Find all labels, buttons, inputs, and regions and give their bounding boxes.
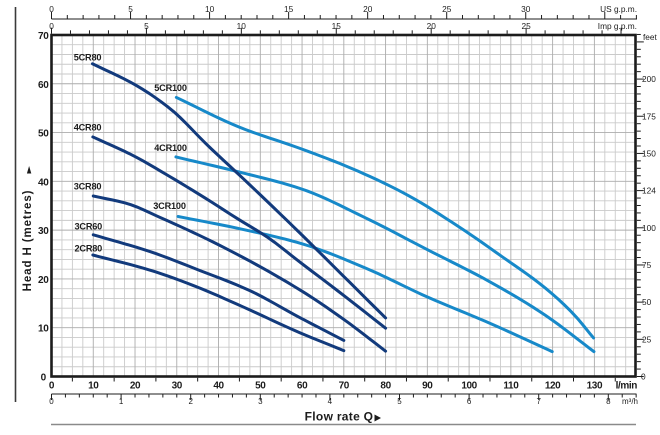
svg-text:70: 70 — [339, 381, 350, 392]
svg-text:70: 70 — [38, 31, 49, 42]
svg-text:15: 15 — [284, 4, 294, 14]
svg-text:175: 175 — [642, 111, 656, 121]
svg-text:60: 60 — [38, 80, 49, 91]
svg-text:1: 1 — [119, 397, 124, 406]
svg-text:80: 80 — [380, 381, 391, 392]
svg-text:Imp g.p.m.: Imp g.p.m. — [598, 21, 637, 31]
svg-text:8: 8 — [606, 397, 611, 406]
svg-text:10: 10 — [88, 381, 99, 392]
svg-text:130: 130 — [587, 381, 603, 392]
svg-text:4: 4 — [328, 397, 333, 406]
svg-text:75: 75 — [642, 260, 652, 270]
svg-text:120: 120 — [545, 381, 561, 392]
svg-text:0: 0 — [49, 21, 54, 31]
svg-text:0: 0 — [49, 381, 55, 392]
svg-text:5: 5 — [397, 397, 402, 406]
svg-text:0: 0 — [41, 373, 47, 384]
svg-text:25: 25 — [442, 4, 452, 14]
svg-text:20: 20 — [38, 275, 49, 286]
svg-text:5: 5 — [144, 21, 149, 31]
svg-text:3CR60: 3CR60 — [74, 221, 102, 231]
svg-text:40: 40 — [38, 177, 49, 188]
svg-text:feet: feet — [643, 32, 658, 42]
svg-text:US g.p.m.: US g.p.m. — [600, 4, 637, 14]
svg-text:2CR80: 2CR80 — [74, 244, 102, 254]
svg-text:10: 10 — [237, 21, 247, 31]
svg-text:10: 10 — [38, 324, 49, 335]
svg-text:5CR100: 5CR100 — [154, 83, 187, 93]
svg-text:0: 0 — [49, 4, 54, 14]
svg-text:25: 25 — [521, 21, 531, 31]
svg-text:100: 100 — [461, 381, 477, 392]
svg-text:50: 50 — [38, 129, 49, 140]
svg-text:20: 20 — [130, 381, 141, 392]
svg-text:30: 30 — [521, 4, 531, 14]
svg-text:3CR100: 3CR100 — [153, 201, 186, 211]
svg-text:40: 40 — [213, 381, 224, 392]
svg-text:50: 50 — [255, 381, 266, 392]
svg-text:0: 0 — [49, 397, 54, 406]
svg-text:0: 0 — [641, 372, 646, 382]
svg-text:100: 100 — [642, 223, 656, 233]
svg-text:60: 60 — [297, 381, 308, 392]
svg-text:3CR80: 3CR80 — [74, 182, 102, 192]
svg-text:150: 150 — [642, 148, 656, 158]
svg-text:200: 200 — [642, 74, 656, 84]
svg-text:124: 124 — [642, 186, 656, 196]
svg-text:25: 25 — [642, 334, 652, 344]
svg-text:3: 3 — [258, 397, 263, 406]
svg-text:20: 20 — [363, 4, 373, 14]
svg-text:m³/h: m³/h — [622, 397, 638, 406]
svg-text:4CR80: 4CR80 — [74, 123, 102, 133]
svg-text:5CR80: 5CR80 — [74, 53, 102, 63]
svg-text:2: 2 — [188, 397, 193, 406]
svg-text:20: 20 — [427, 21, 437, 31]
svg-text:6: 6 — [467, 397, 472, 406]
svg-text:4CR100: 4CR100 — [154, 143, 187, 153]
svg-text:30: 30 — [38, 226, 49, 237]
svg-text:110: 110 — [503, 381, 519, 392]
svg-text:50: 50 — [642, 297, 652, 307]
svg-text:5: 5 — [128, 4, 133, 14]
svg-text:l/min: l/min — [616, 381, 638, 392]
svg-text:90: 90 — [422, 381, 433, 392]
svg-text:30: 30 — [172, 381, 183, 392]
svg-text:10: 10 — [205, 4, 215, 14]
svg-text:Flow rate Q: Flow rate Q — [305, 410, 374, 424]
svg-text:Head H (metres): Head H (metres) — [22, 190, 34, 292]
svg-text:7: 7 — [536, 397, 541, 406]
svg-text:15: 15 — [332, 21, 342, 31]
